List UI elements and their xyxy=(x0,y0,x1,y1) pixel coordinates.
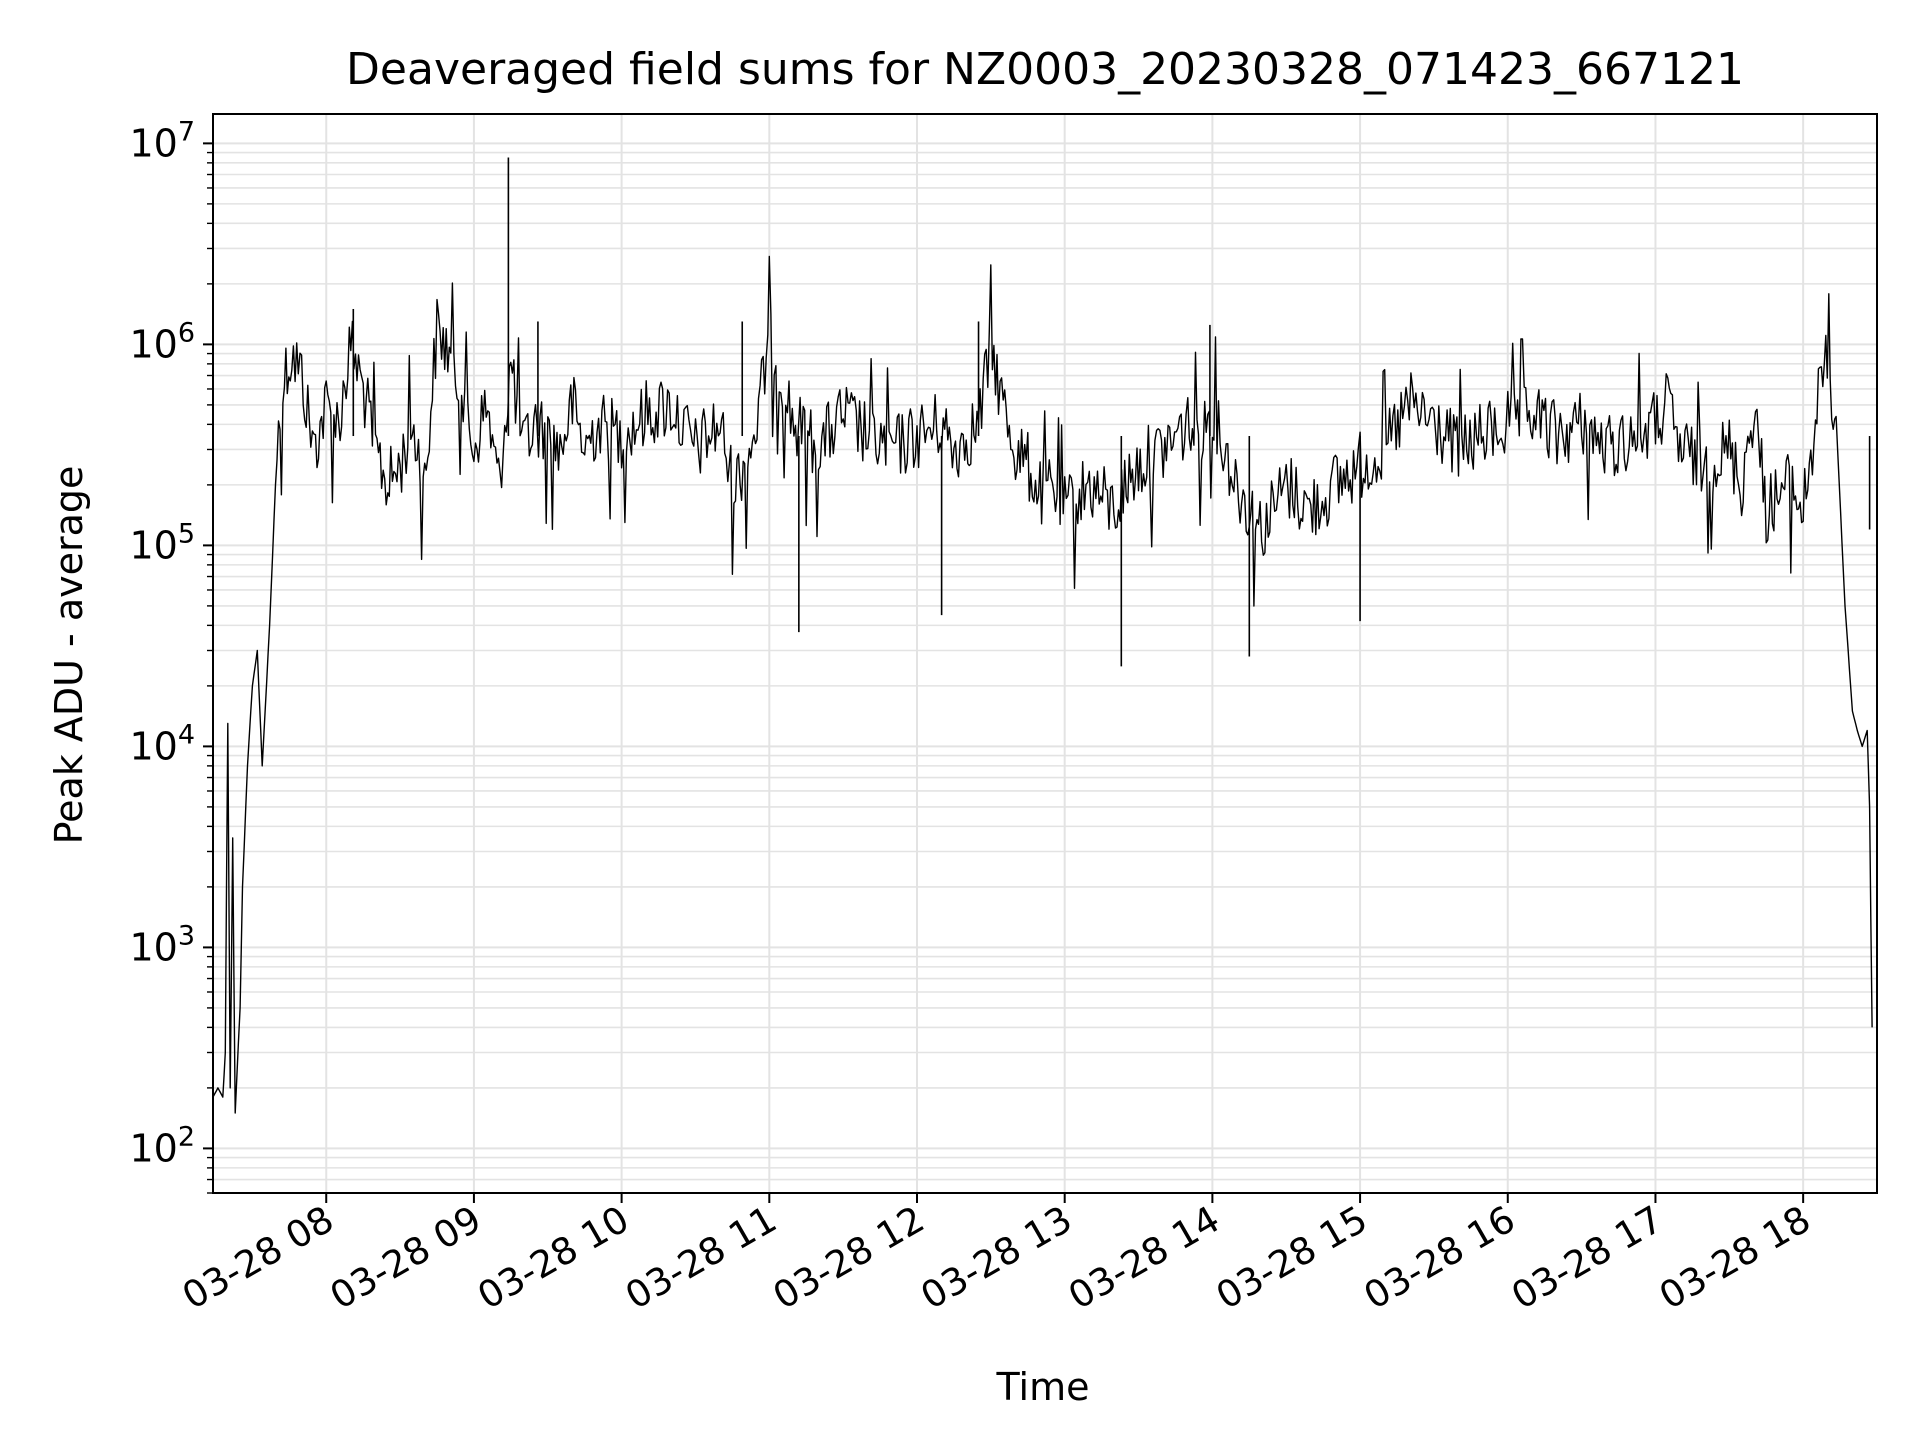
y-tick-label: 107 xyxy=(129,116,195,165)
plot-area-frame xyxy=(212,113,1878,1194)
grid-lines xyxy=(213,114,1877,1194)
y-tick-label: 106 xyxy=(129,317,195,366)
y-tick-label: 104 xyxy=(129,719,195,768)
y-axis-label: Peak ADU - average xyxy=(47,466,91,845)
data-layer xyxy=(213,157,1873,1114)
y-tick-label: 102 xyxy=(129,1121,195,1170)
y-tick-label: 105 xyxy=(129,518,195,567)
x-axis-label: Time xyxy=(996,1365,1090,1409)
series-line xyxy=(213,255,1873,1114)
y-tick-label: 103 xyxy=(129,920,195,969)
chart-title: Deaveraged field sums for NZ0003_2023032… xyxy=(346,44,1744,95)
